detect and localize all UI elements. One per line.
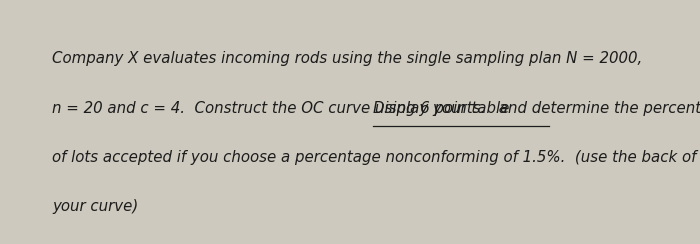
Text: your curve): your curve) — [52, 199, 139, 214]
Text: Company X evaluates incoming rods using the single sampling plan N = 2000,: Company X evaluates incoming rods using … — [52, 51, 643, 66]
Text: Display your table: Display your table — [373, 101, 510, 116]
Text: of lots accepted if you choose a percentage nonconforming of 1.5%.  (use the bac: of lots accepted if you choose a percent… — [52, 150, 700, 165]
Text: and determine the percent: and determine the percent — [494, 101, 700, 116]
Text: n = 20 and c = 4.  Construct the OC curve using 6 points.: n = 20 and c = 4. Construct the OC curve… — [52, 101, 496, 116]
